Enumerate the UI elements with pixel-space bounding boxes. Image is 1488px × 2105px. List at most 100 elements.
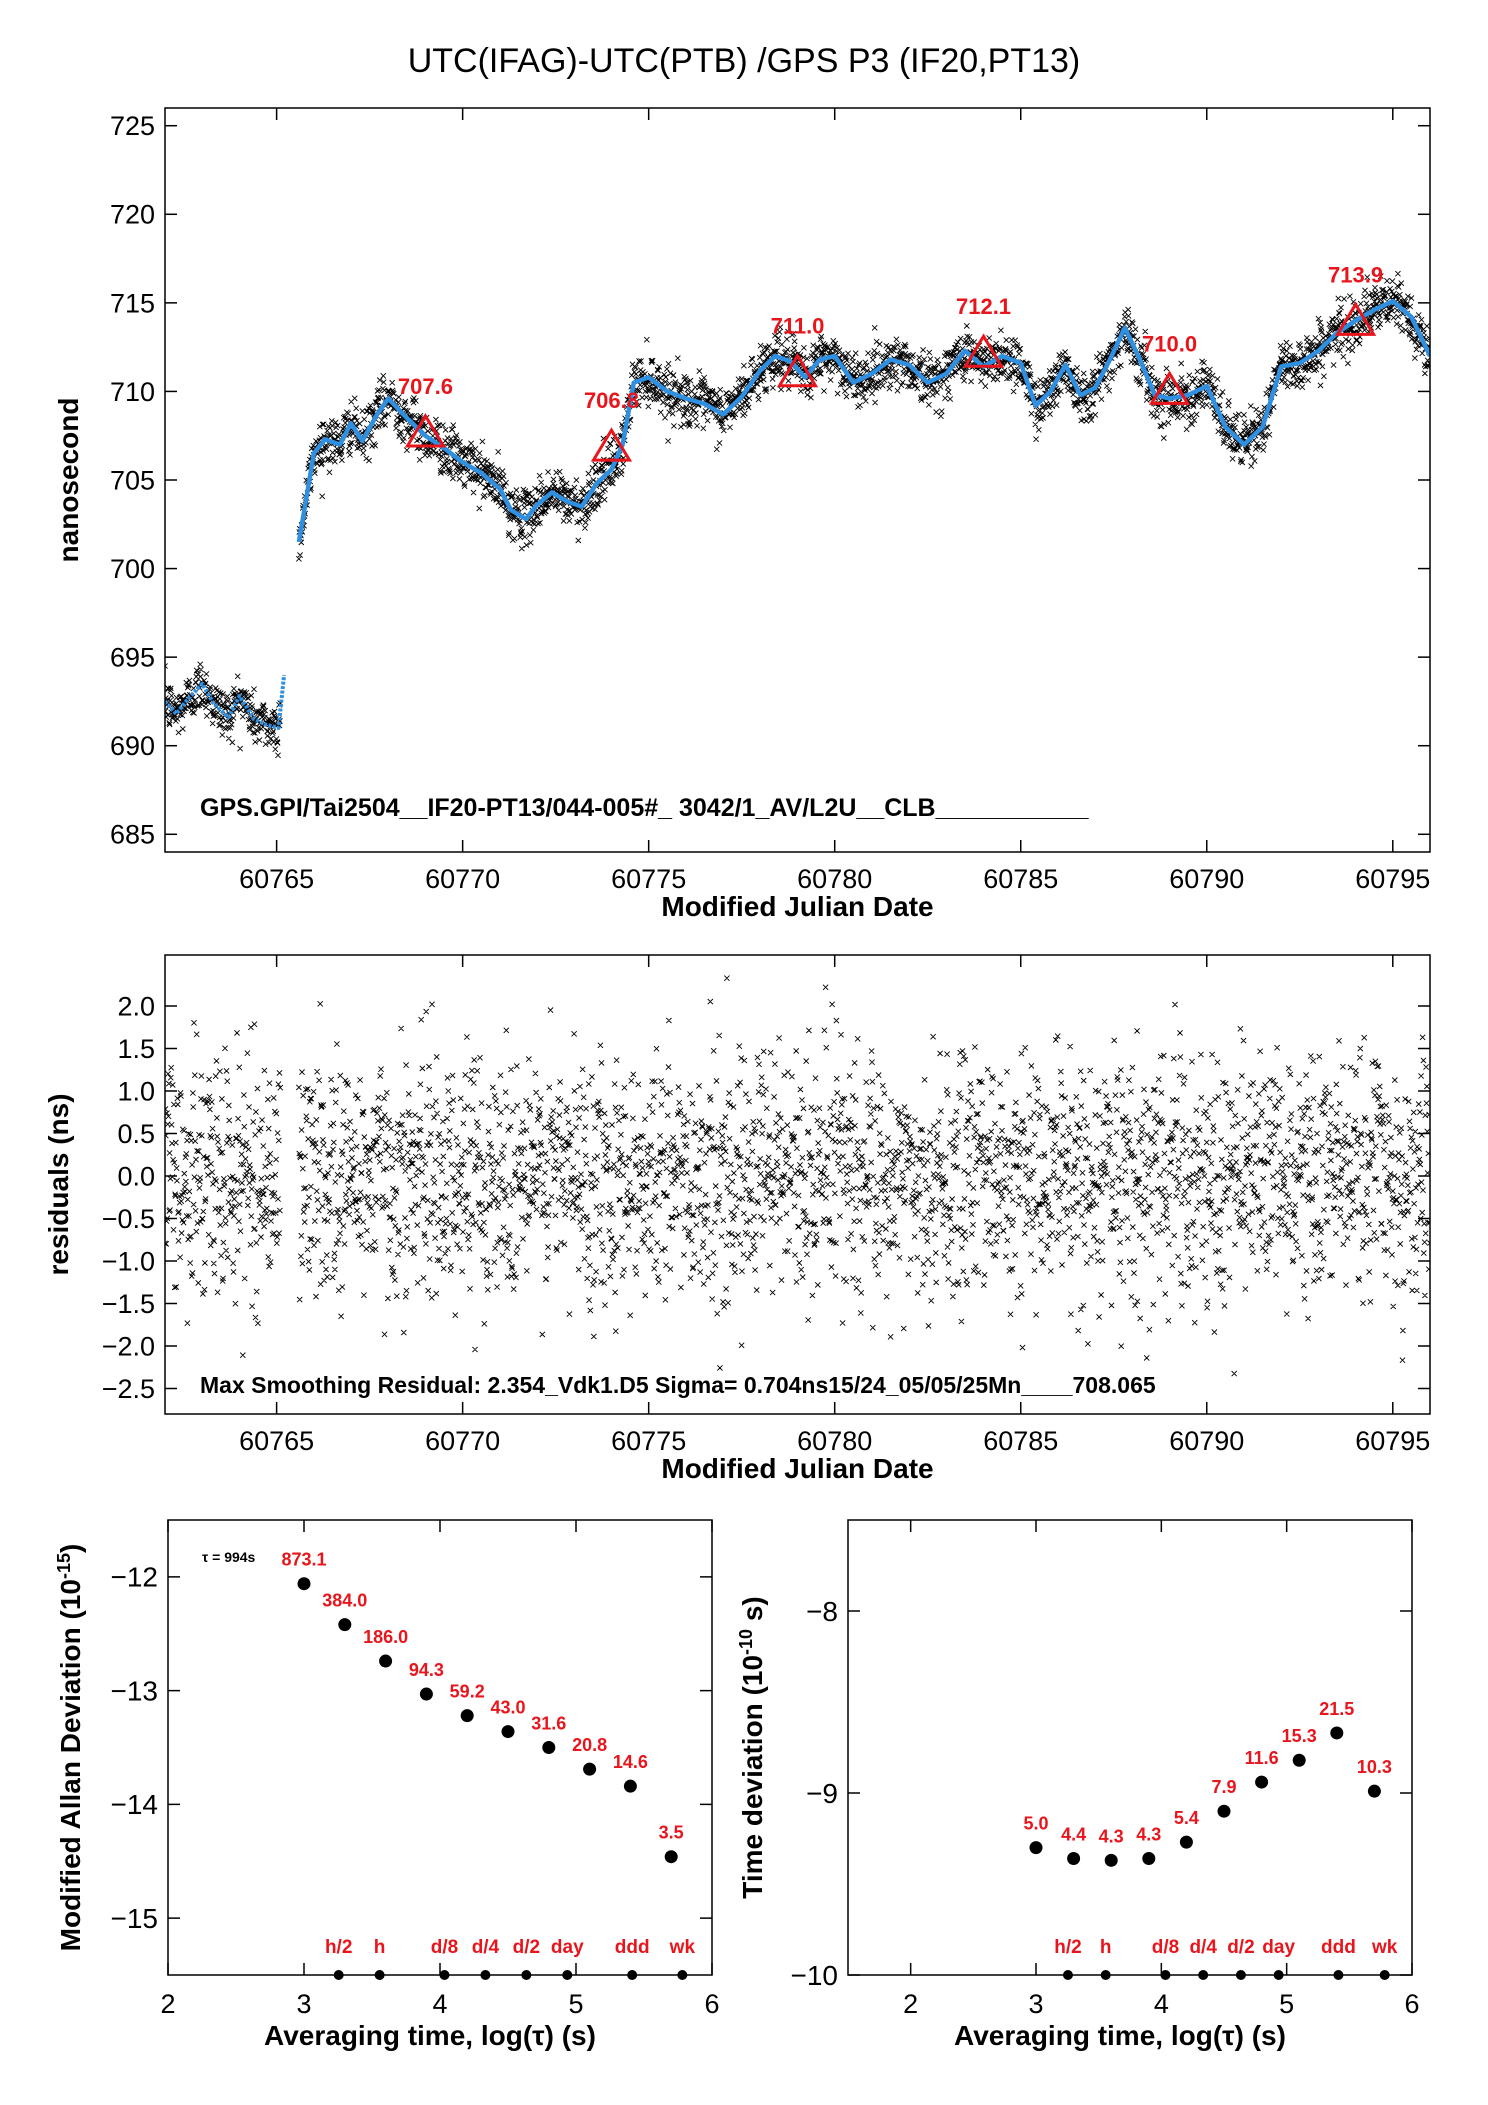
deviation-value-label: 5.4	[1174, 1808, 1199, 1828]
x-tick-label: 5	[568, 1989, 583, 2019]
deviation-point	[623, 1779, 637, 1793]
x-tick-label: 60795	[1355, 1426, 1430, 1456]
x-tick-label: 6	[1404, 1989, 1419, 2019]
y-tick-label: 2.0	[117, 991, 155, 1021]
y-tick-label: 710	[110, 377, 155, 407]
reference-interval-dot	[1273, 1970, 1284, 1980]
deviation-point	[1330, 1726, 1344, 1740]
deviation-value-label: 3.5	[659, 1823, 684, 1843]
y-axis-label: Time deviation (10-10 s)	[736, 1596, 768, 1899]
y-tick-label: −1.5	[102, 1289, 155, 1319]
reference-interval-label: ddd	[615, 1937, 650, 1958]
y-tick-label: −9	[806, 1778, 838, 1809]
x-tick-label: 3	[296, 1989, 311, 2019]
reference-interval-dot	[1160, 1970, 1171, 1980]
normal-point-label: 712.1	[956, 294, 1011, 319]
data-source-annotation: GPS.GPI/Tai2504__IF20-PT13/044-005#_ 304…	[200, 794, 1090, 822]
normal-point-label: 710.0	[1142, 331, 1197, 356]
deviation-value-label: 14.6	[613, 1752, 648, 1772]
x-tick-label: 60785	[983, 1426, 1058, 1456]
y-axis-label: residuals (ns)	[43, 1093, 74, 1275]
deviation-point	[542, 1741, 556, 1754]
normal-point-label: 711.0	[771, 314, 825, 339]
normal-point-marker	[404, 413, 447, 448]
normal-point-marker	[1148, 370, 1191, 405]
measurement-points	[165, 270, 1430, 759]
y-tick-label: 0.5	[117, 1119, 155, 1149]
y-tick-label: 685	[110, 820, 155, 850]
reference-interval-label: d/8	[1152, 1937, 1179, 1958]
reference-interval-label: d/4	[472, 1937, 500, 1958]
x-tick-label: 60780	[797, 864, 872, 894]
y-tick-label: −0.5	[102, 1204, 155, 1234]
y-tick-label: 695	[110, 643, 155, 673]
y-tick-label: −10	[791, 1960, 839, 1991]
x-tick-label: 60765	[239, 864, 314, 894]
x-tick-label: 60780	[797, 1426, 872, 1456]
y-tick-label: −2.0	[102, 1331, 155, 1361]
deviation-point	[1029, 1841, 1043, 1855]
normal-point-marker	[1334, 301, 1377, 336]
normal-point-label: 707.6	[398, 374, 453, 399]
y-tick-label: 720	[110, 200, 155, 230]
x-tick-label: 5	[1279, 1989, 1294, 2019]
x-tick-label: 4	[432, 1989, 447, 2019]
reference-interval-label: d/4	[1189, 1937, 1217, 1958]
reference-interval-dot	[627, 1970, 638, 1980]
deviation-value-label: 4.3	[1099, 1826, 1124, 1846]
smooth-fit-line	[296, 298, 1430, 543]
tau-note: τ = 994s	[202, 1549, 256, 1565]
plot-area	[165, 975, 1430, 1377]
y-axis-label: nanosecond	[53, 398, 84, 563]
reference-interval-label: d/2	[1227, 1937, 1254, 1958]
deviation-value-label: 11.6	[1245, 1748, 1279, 1768]
normal-point-marker	[590, 427, 633, 462]
reference-interval-dot	[1062, 1970, 1073, 1980]
x-tick-label: 60790	[1169, 864, 1244, 894]
tdev-chart: 2 3 4 5 6 −8 −9 −10 5.0 4.4 4.3 4.3 5.4 7.9 11.615.321…	[736, 1519, 1420, 2051]
normal-point-marker	[962, 333, 1005, 368]
reference-interval-dot	[1333, 1970, 1344, 1980]
y-tick-label: 705	[110, 465, 155, 495]
reference-interval-dot	[333, 1970, 344, 1980]
x-tick-label: 60765	[239, 1426, 314, 1456]
reference-interval-label: h/2	[325, 1937, 352, 1958]
y-tick-label: 1.0	[117, 1076, 155, 1106]
x-tick-label: 60770	[425, 864, 500, 894]
deviation-value-label: 5.0	[1023, 1814, 1048, 1834]
deviation-point	[583, 1762, 597, 1776]
deviation-point	[664, 1850, 678, 1864]
x-tick-label: 2	[903, 1989, 918, 2019]
residual-points	[165, 975, 1430, 1377]
x-tick-label: 4	[1154, 1989, 1169, 2019]
reference-interval-dot	[521, 1970, 532, 1980]
deviation-point	[338, 1618, 352, 1632]
plot-frame	[167, 1519, 713, 1976]
deviation-value-label: 59.2	[450, 1682, 485, 1702]
deviation-value-label: 43.0	[490, 1698, 525, 1718]
x-tick-label: 60770	[425, 1426, 500, 1456]
x-tick-label: 60775	[611, 1426, 686, 1456]
x-tick-label: 3	[1028, 1989, 1043, 2019]
deviation-value-label: 21.5	[1319, 1699, 1354, 1719]
deviation-value-label: 873.1	[281, 1550, 326, 1570]
y-axis-label: Modified Allan Deviation (10-15)	[54, 1544, 86, 1952]
smooth-fit-line	[165, 674, 287, 730]
normal-point-label: 706.8	[584, 388, 639, 413]
y-tick-label: 1.5	[117, 1034, 155, 1064]
deviation-point	[1367, 1784, 1381, 1798]
residual-annotation: Max Smoothing Residual: 2.354_Vdk1.D5 Si…	[200, 1372, 1156, 1398]
reference-interval-dot	[480, 1970, 491, 1980]
deviation-point	[1067, 1852, 1081, 1866]
deviation-point	[1292, 1753, 1306, 1767]
y-tick-label: −15	[111, 1903, 159, 1934]
reference-interval-dot	[1379, 1970, 1390, 1980]
reference-interval-dot	[1198, 1970, 1209, 1980]
deviation-value-label: 4.4	[1061, 1825, 1086, 1845]
reference-interval-label: wk	[1371, 1937, 1398, 1958]
deviation-value-label: 10.3	[1357, 1757, 1392, 1777]
figure-title: UTC(IFAG)-UTC(PTB) /GPS P3 (IF20,PT13)	[407, 42, 1081, 80]
reference-interval-label: h	[1100, 1937, 1112, 1958]
